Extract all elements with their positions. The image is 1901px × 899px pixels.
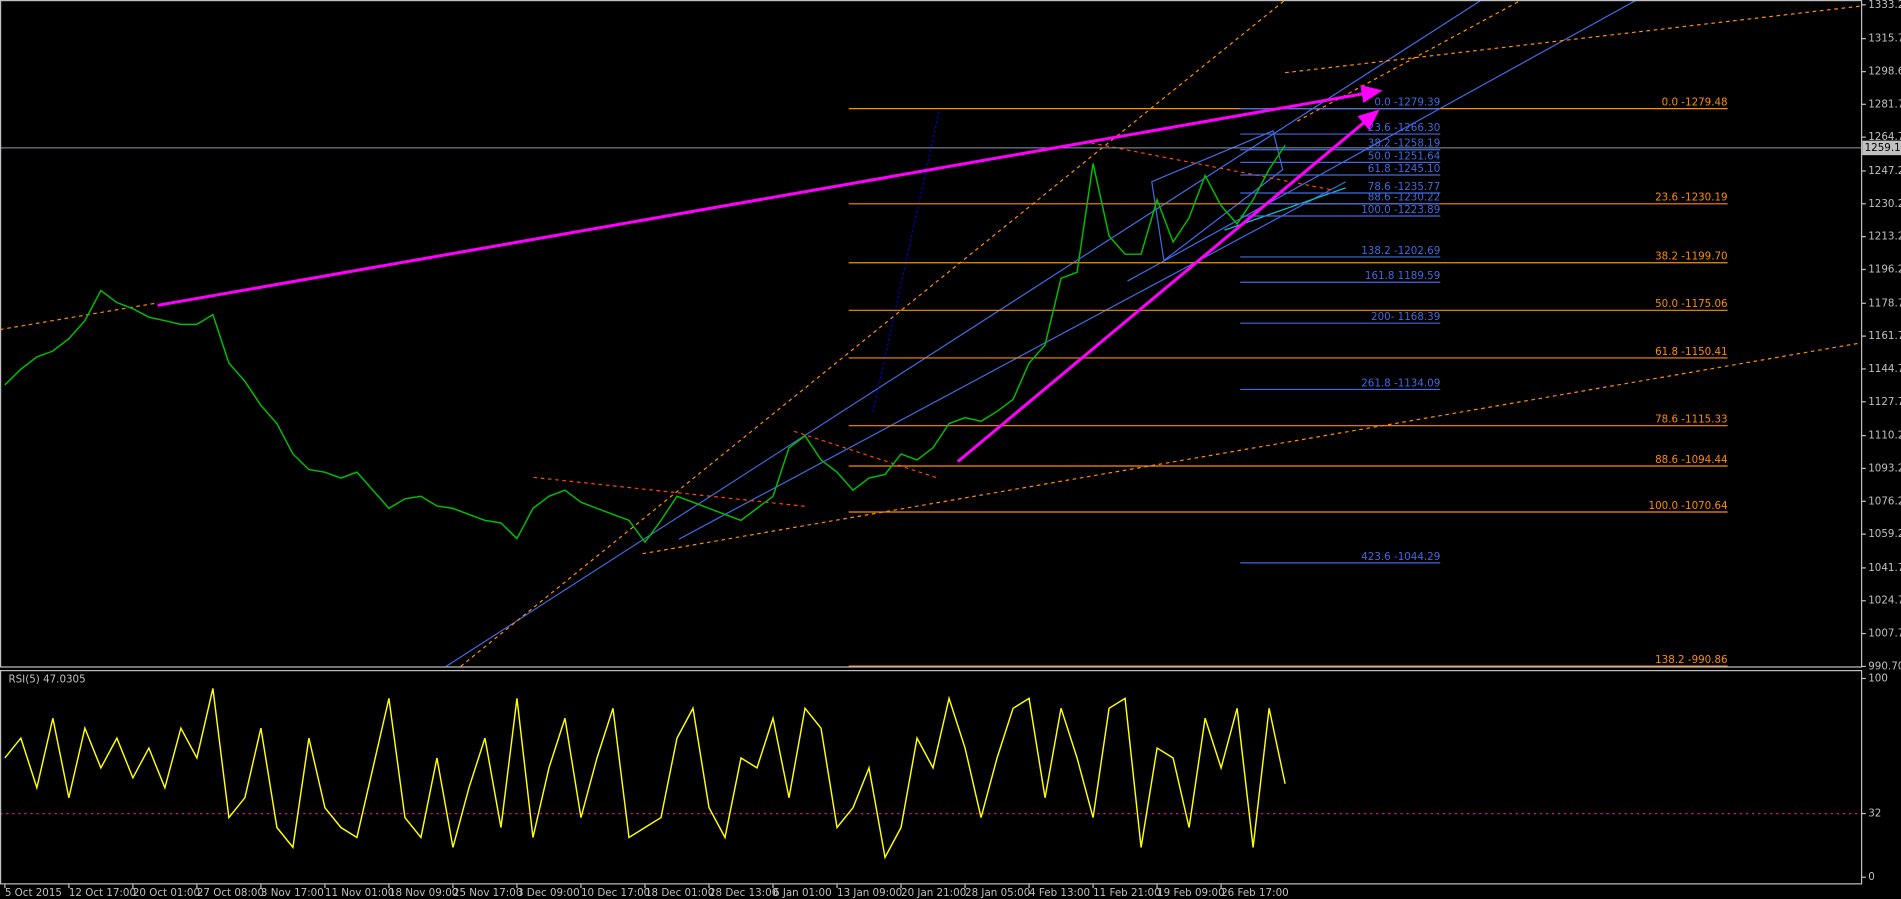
x-tick-label: 11 Nov 01:00 (325, 887, 394, 899)
y-tick-label: 1247.20 (1868, 165, 1901, 177)
channel-line (445, 0, 1482, 667)
x-tick-label: 13 Jan 09:00 (837, 887, 902, 899)
fib-label: 100.0 -1070.64 (1649, 500, 1728, 512)
channel-line (678, 181, 1347, 540)
y-tick-label: 1076.20 (1868, 495, 1901, 507)
x-tick-label: 18 Dec 01:00 (645, 887, 714, 899)
y-tick-label: 1264.70 (1868, 131, 1901, 143)
current-price-label: 1259.13 (1865, 142, 1901, 154)
channel-line (1127, 0, 1637, 282)
rsi-frame (0, 670, 1863, 885)
fib-label: 78.6 -1115.33 (1655, 414, 1728, 426)
x-tick-label: 25 Nov 17:00 (453, 887, 522, 899)
y-tick-label: 1144.70 (1868, 363, 1901, 375)
rsi-title: RSI(5) 47.0305 (8, 674, 85, 686)
axes: 1333.20 1315.70 1298.60 1281.70 1264.70 1247.… (4, 0, 1901, 899)
rsi-panel: RSI(5) 47.0305 (0, 674, 1861, 860)
x-tick-label: 20 Oct 01:00 (133, 887, 200, 899)
x-tick-label: 18 Nov 09:00 (389, 887, 458, 899)
fib-label: 161.8 1189.59 (1365, 270, 1440, 282)
x-tick-label: 26 Feb 17:00 (1221, 887, 1289, 899)
x-tick-label: 28 Dec 13:00 (709, 887, 778, 899)
fib-label: 0.0 -1279.48 (1662, 97, 1728, 109)
y-tick-label: 1127.70 (1868, 396, 1901, 408)
fib-label: 88.6 -1094.44 (1655, 454, 1728, 466)
series-line (4, 144, 1286, 544)
x-tick-label: 11 Feb 21:00 (1093, 887, 1161, 899)
price-frame (0, 0, 1863, 668)
y-tick-label: 100 (1868, 672, 1888, 684)
y-tick-label: 1196.20 (1868, 263, 1901, 275)
y-tick-label: 1213.20 (1868, 231, 1901, 243)
fib-label: 138.2 -1202.69 (1361, 245, 1440, 257)
trend-line (460, 0, 1286, 667)
y-tick-label: 1041.70 (1868, 562, 1901, 574)
price-panel (0, 144, 1861, 544)
y-tick-label: 1315.70 (1868, 33, 1901, 45)
x-tick-label: 12 Oct 17:00 (69, 887, 136, 899)
y-tick-label: 1178.70 (1868, 297, 1901, 309)
y-tick-label: 1230.20 (1868, 198, 1901, 210)
fib-label: 200- 1168.39 (1371, 311, 1440, 323)
x-tick-label: 20 Jan 21:00 (901, 887, 966, 899)
trend-line (533, 476, 807, 508)
arrow (157, 85, 1383, 307)
trend-line (1285, 5, 1862, 74)
x-tick-label: 5 Oct 2015 (5, 887, 62, 899)
x-tick-label: 10 Dec 17:00 (581, 887, 650, 899)
y-tick-label: 1024.70 (1868, 595, 1901, 607)
frame (0, 0, 1863, 885)
fib-label: 38.2 -1199.70 (1655, 251, 1728, 263)
arrow (956, 109, 1380, 463)
fib-label: 23.6 -1230.19 (1655, 192, 1728, 204)
y-tick-label: 1059.20 (1868, 528, 1901, 540)
fib-label: 61.8 -1150.41 (1655, 346, 1728, 358)
fib-label: 50.0 -1251.64 (1368, 150, 1441, 162)
fib-label: 50.0 -1175.06 (1655, 298, 1728, 310)
x-tick-label: 6 Jan 01:00 (773, 887, 832, 899)
trend-line (642, 342, 1862, 555)
trend-line (872, 108, 941, 413)
y-tick-label: 0 (1868, 871, 1875, 883)
y-tick-label: 1281.70 (1868, 98, 1901, 110)
fib-label: 88.6 -1230.22 (1368, 192, 1441, 204)
x-tick-label: 19 Feb 09:00 (1157, 887, 1225, 899)
fib-label: 23.6 -1266.30 (1368, 122, 1441, 134)
trend-line (1296, 0, 1522, 122)
series-line (4, 688, 1286, 860)
fib-label: 100.0 -1223.89 (1361, 204, 1440, 216)
fib-label: 38.2 -1258.19 (1368, 138, 1441, 150)
y-tick-label: 1161.70 (1868, 330, 1901, 342)
y-tick-label: 1298.60 (1868, 66, 1901, 78)
x-tick-label: 28 Jan 05:00 (965, 887, 1030, 899)
x-tick-label: 4 Feb 13:00 (1029, 887, 1090, 899)
y-tick-label: 1007.70 (1868, 628, 1901, 640)
fib-label: 138.2 -990.86 (1655, 654, 1728, 666)
x-tick-label: 27 Oct 08:00 (197, 887, 264, 899)
current-price-box (1862, 140, 1901, 156)
y-tick-label: 1093.20 (1868, 462, 1901, 474)
x-tick-label: 3 Nov 17:00 (261, 887, 324, 899)
fib-label: 261.8 -1134.09 (1361, 377, 1440, 389)
trend-line (0, 302, 158, 331)
fib-label: 0.0 -1279.39 (1374, 97, 1440, 109)
arrows (157, 85, 1383, 463)
y-tick-label: 1333.20 (1868, 0, 1901, 11)
fib-label: 61.8 -1245.10 (1368, 163, 1441, 175)
y-tick-label: 32 (1868, 808, 1881, 820)
x-tick-label: 3 Dec 09:00 (517, 887, 580, 899)
fib-levels: 0.0 -1279.48 23.6 -1230.19 38.2 -1199.70 50… (848, 97, 1728, 667)
y-tick-label: 1110.20 (1868, 430, 1901, 442)
fib-label: 423.6 -1044.29 (1361, 551, 1440, 563)
y-tick-label: 990.70 (1868, 660, 1901, 672)
fib-label: 78.6 -1235.77 (1368, 181, 1441, 193)
